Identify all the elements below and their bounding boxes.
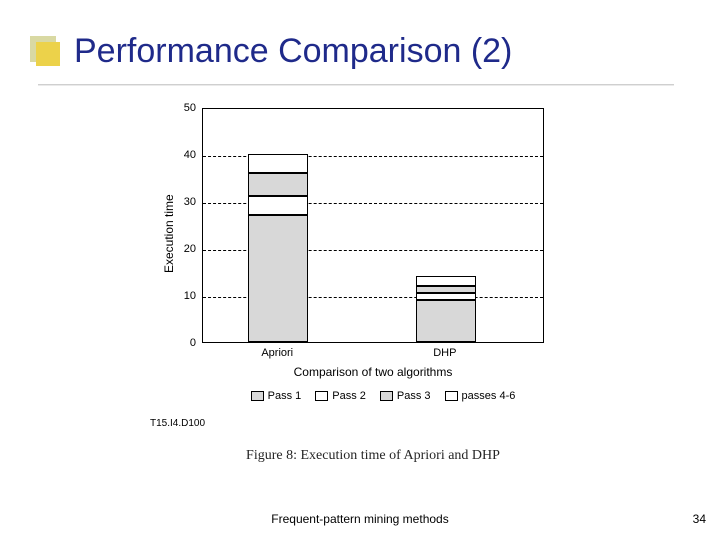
x-tick-label: DHP: [405, 347, 485, 359]
page-number: 34: [693, 512, 706, 526]
y-tick-label: 10: [172, 290, 196, 302]
plot-area: [202, 108, 544, 343]
legend-item: Pass 2: [315, 390, 366, 402]
legend-swatch: [445, 391, 458, 401]
bar-segment: [416, 293, 476, 300]
title-row: Performance Comparison (2): [30, 32, 690, 71]
bullet-icon: [30, 36, 56, 62]
legend-item: passes 4-6: [445, 390, 516, 402]
chart: Execution time 01020304050 AprioriDHP Co…: [150, 108, 570, 468]
bar-segment: [248, 173, 308, 197]
y-tick-label: 20: [172, 243, 196, 255]
legend-swatch: [251, 391, 264, 401]
y-tick-label: 30: [172, 196, 196, 208]
bar-apriori: [248, 107, 308, 342]
bar-segment: [248, 196, 308, 215]
legend-label: Pass 2: [332, 390, 366, 402]
x-tick-label: Apriori: [237, 347, 317, 359]
legend-swatch: [315, 391, 328, 401]
legend-label: Pass 3: [397, 390, 431, 402]
legend: Pass 1 Pass 2 Pass 3 passes 4-6: [202, 390, 564, 402]
page-title: Performance Comparison (2): [74, 32, 512, 71]
legend-label: Pass 1: [268, 390, 302, 402]
bar-segment: [248, 154, 308, 173]
bar-segment: [416, 286, 476, 293]
legend-item: Pass 1: [251, 390, 302, 402]
figure-caption: Figure 8: Execution time of Apriori and …: [202, 448, 544, 464]
bar-segment: [248, 215, 308, 342]
footer-text: Frequent-pattern mining methods: [0, 512, 720, 526]
y-tick-label: 50: [172, 102, 196, 114]
legend-item: Pass 3: [380, 390, 431, 402]
legend-swatch: [380, 391, 393, 401]
bar-dhp: [416, 107, 476, 342]
legend-label: passes 4-6: [462, 390, 516, 402]
bar-segment: [416, 276, 476, 285]
dataset-label: T15.I4.D100: [150, 418, 205, 429]
title-underline: [38, 84, 674, 85]
slide: Performance Comparison (2) Execution tim…: [0, 0, 720, 540]
x-axis-label: Comparison of two algorithms: [202, 365, 544, 379]
bar-segment: [416, 300, 476, 342]
y-tick-label: 40: [172, 149, 196, 161]
y-tick-label: 0: [172, 337, 196, 349]
